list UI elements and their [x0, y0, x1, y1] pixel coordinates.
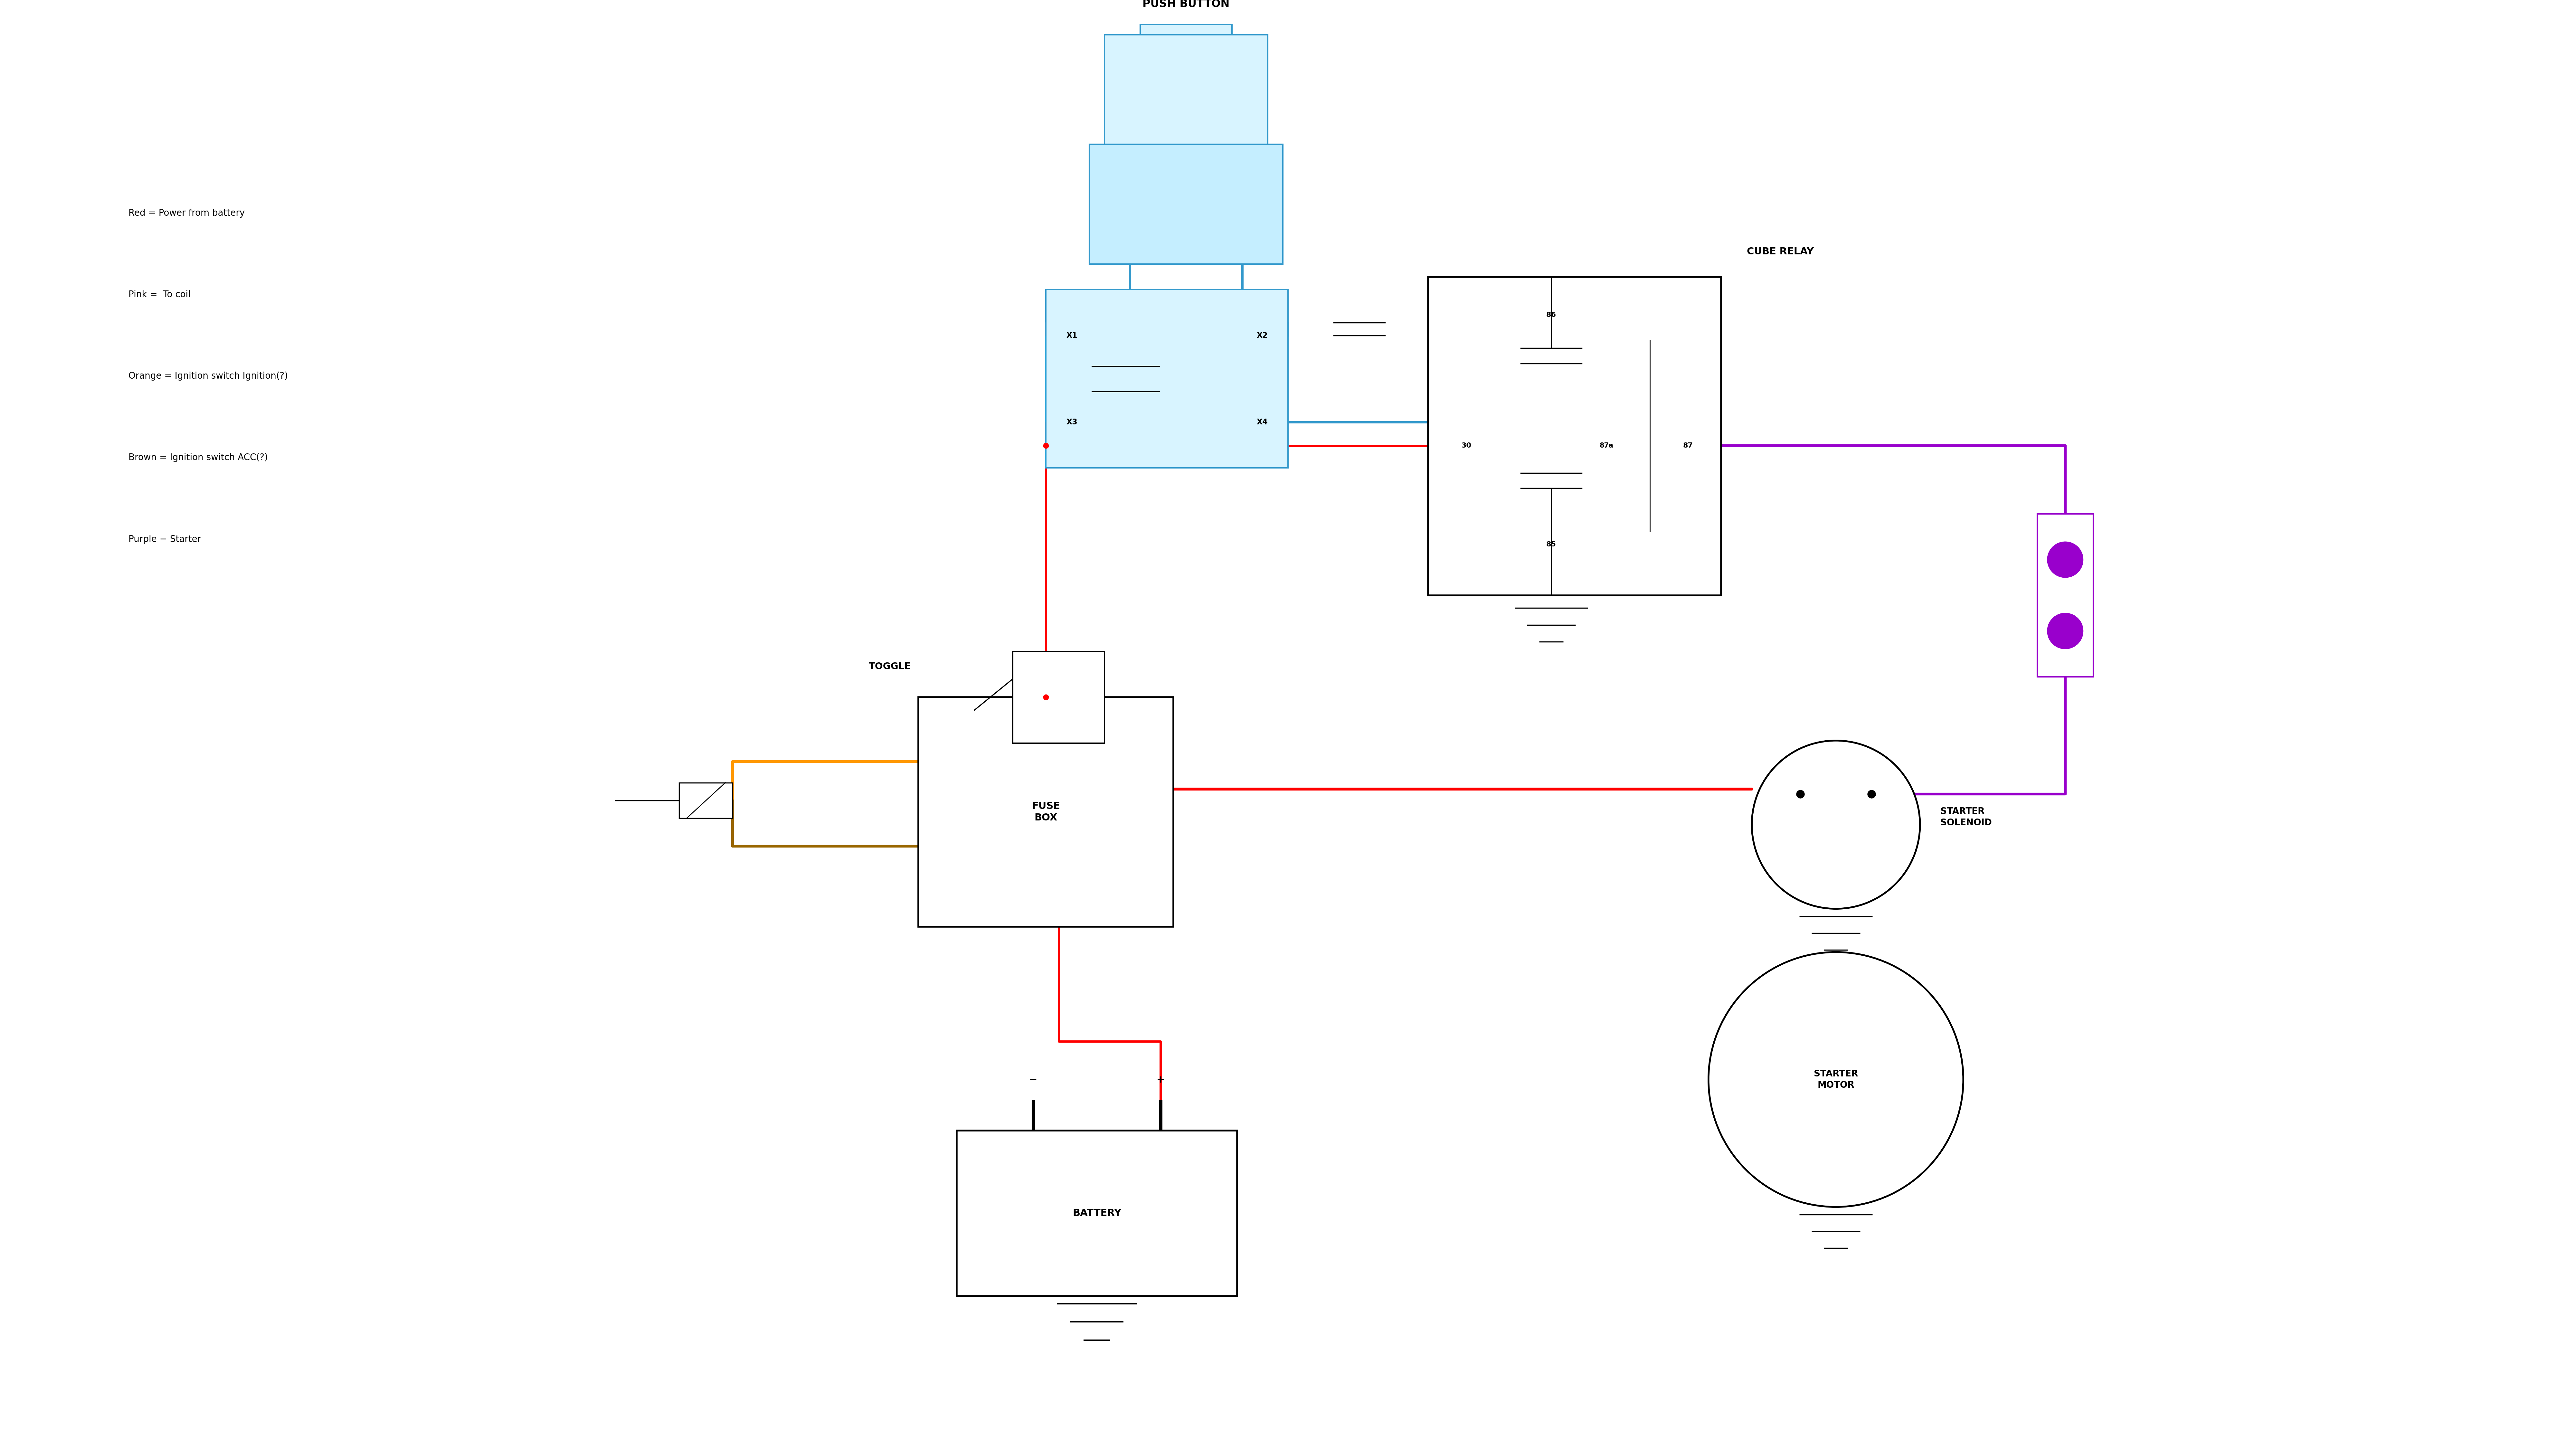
Bar [920, 697, 1172, 926]
Bar [1427, 277, 1721, 596]
Bar [2038, 514, 2094, 677]
Circle shape [1752, 740, 1919, 909]
Text: PUSH BUTTON: PUSH BUTTON [1144, 0, 1229, 9]
Text: BATTERY: BATTERY [1072, 1208, 1121, 1219]
Text: Red = Power from battery: Red = Power from battery [129, 209, 245, 217]
Text: 87: 87 [1682, 442, 1692, 449]
Text: Purple = Starter: Purple = Starter [129, 535, 201, 543]
Text: Brown = Ignition switch ACC(?): Brown = Ignition switch ACC(?) [129, 454, 268, 462]
Text: 85: 85 [1546, 540, 1556, 548]
Text: STARTER
MOTOR: STARTER MOTOR [1814, 1069, 1857, 1090]
Text: X1: X1 [1066, 332, 1077, 339]
Text: −: − [1028, 1075, 1038, 1085]
Text: X2: X2 [1257, 332, 1267, 339]
Bar [680, 782, 732, 819]
Text: CUBE RELAY: CUBE RELAY [1747, 248, 1814, 256]
Text: STARTER
SOLENOID: STARTER SOLENOID [1940, 807, 1991, 827]
Bar [1105, 35, 1267, 149]
Text: 86: 86 [1546, 312, 1556, 319]
Circle shape [2048, 542, 2084, 578]
Bar [1012, 652, 1105, 743]
Text: X3: X3 [1066, 419, 1077, 426]
Bar [1141, 25, 1231, 81]
Text: 30: 30 [1461, 442, 1471, 449]
Text: +: + [1157, 1075, 1164, 1085]
Text: X4: X4 [1257, 419, 1267, 426]
Text: FUSE
BOX: FUSE BOX [1033, 801, 1061, 823]
Circle shape [1708, 952, 1963, 1207]
Circle shape [2048, 613, 2084, 649]
Bar [956, 1130, 1236, 1295]
Text: 87a: 87a [1600, 442, 1613, 449]
Text: Orange = Ignition switch Ignition(?): Orange = Ignition switch Ignition(?) [129, 371, 289, 381]
Bar [1090, 145, 1283, 264]
Text: TOGGLE: TOGGLE [868, 662, 912, 671]
Bar [1046, 290, 1288, 468]
Text: Pink =  To coil: Pink = To coil [129, 290, 191, 298]
